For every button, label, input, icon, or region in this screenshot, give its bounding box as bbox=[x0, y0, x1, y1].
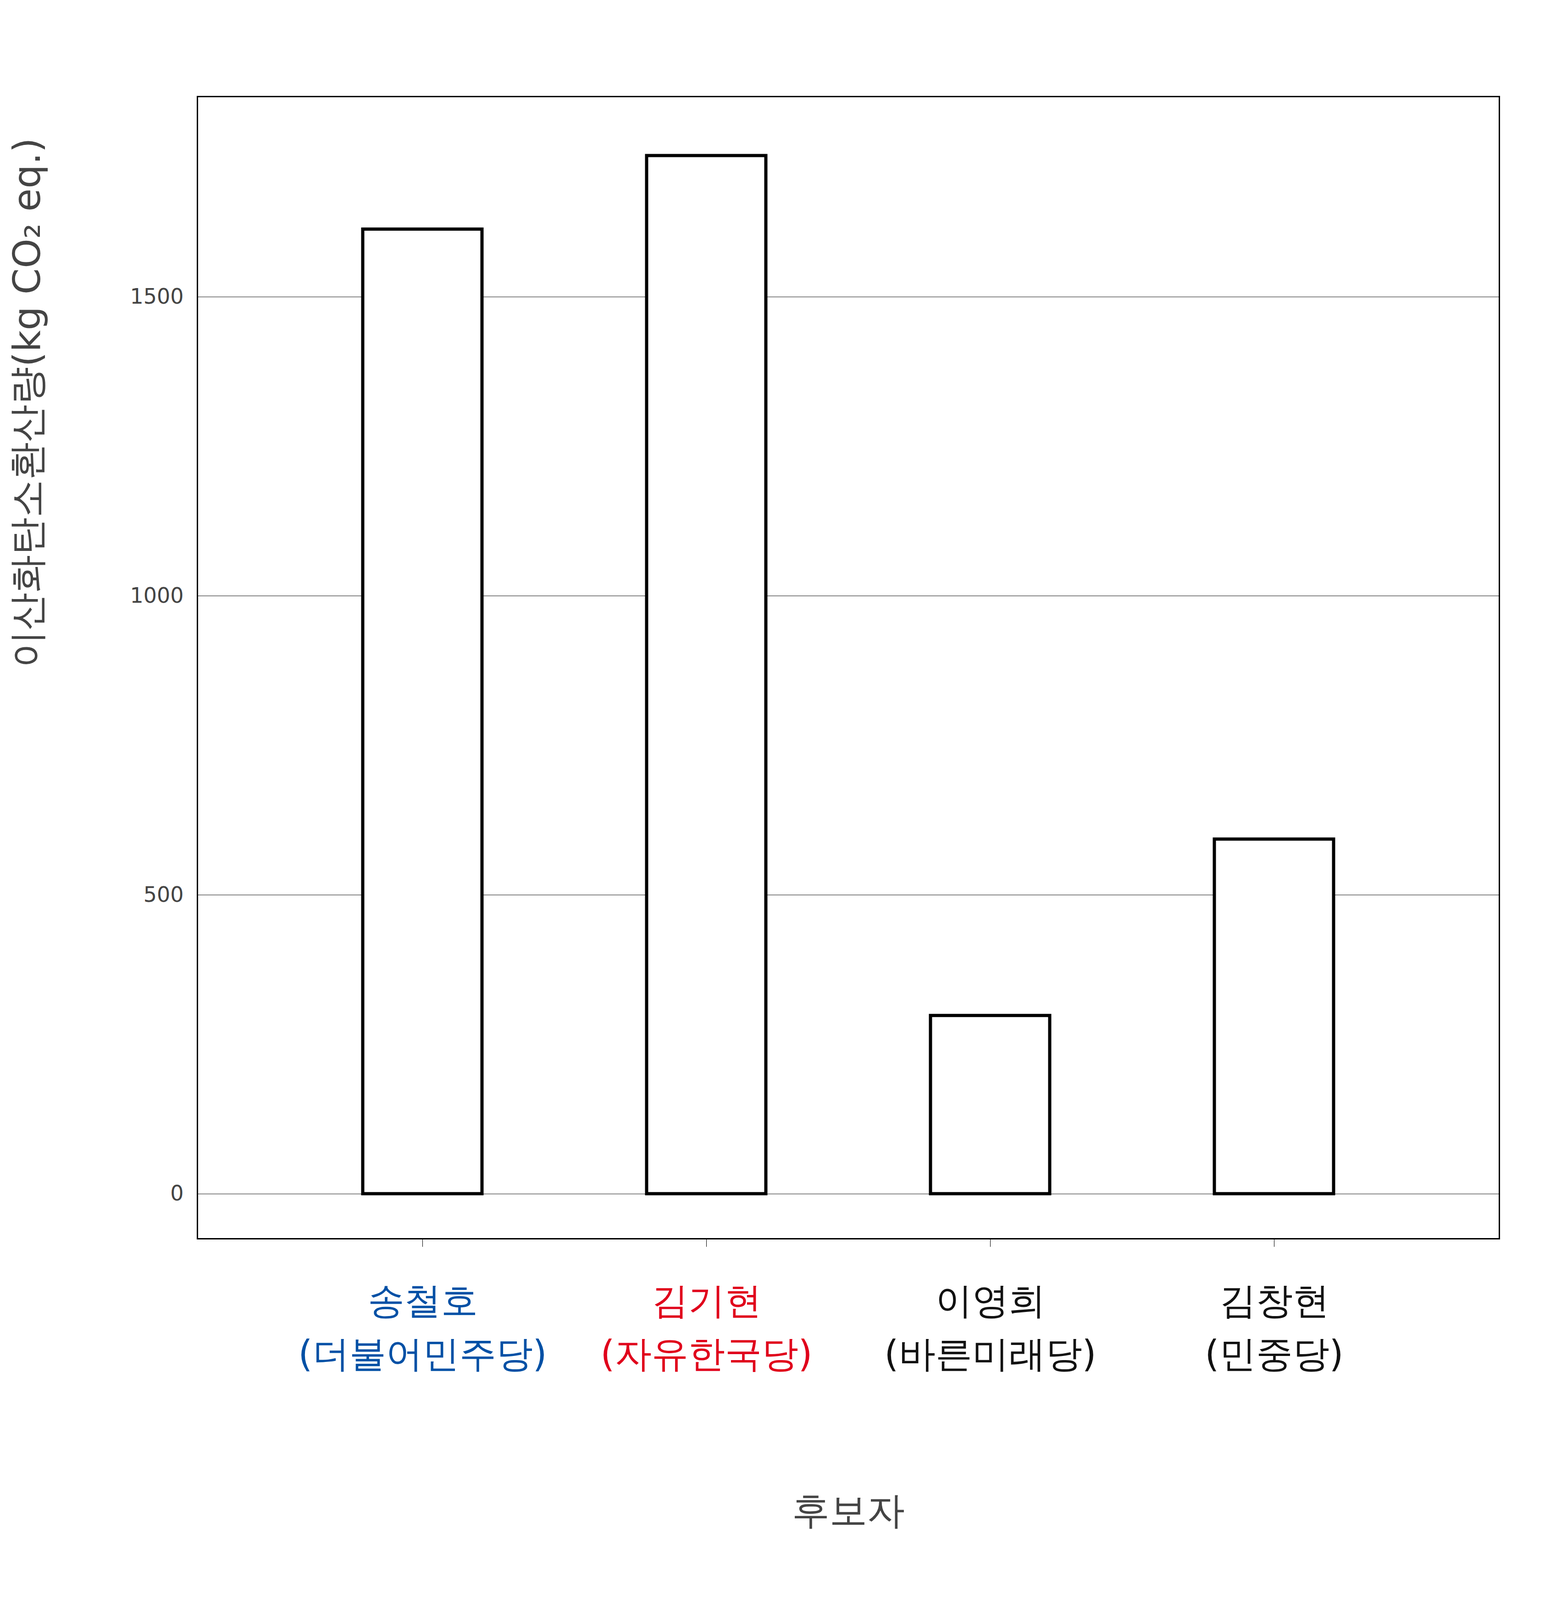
svg-text:송철호(더불어민주당): 송철호(더불어민주당) bbox=[298, 1279, 547, 1375]
svg-text:김창현(민중당): 김창현(민중당) bbox=[1204, 1279, 1344, 1375]
svg-text:1000: 1000 bbox=[129, 582, 184, 608]
svg-text:김기현(자유한국당): 김기현(자유한국당) bbox=[600, 1279, 813, 1375]
svg-text:이산화탄소환산량(kg CO₂ eq.): 이산화탄소환산량(kg CO₂ eq.) bbox=[5, 138, 49, 668]
svg-text:500: 500 bbox=[143, 881, 184, 907]
svg-text:1500: 1500 bbox=[129, 283, 184, 309]
svg-text:이영희(바른미래당): 이영희(바른미래당) bbox=[884, 1279, 1097, 1375]
svg-text:0: 0 bbox=[170, 1180, 184, 1206]
svg-text:후보자: 후보자 bbox=[791, 1488, 905, 1532]
